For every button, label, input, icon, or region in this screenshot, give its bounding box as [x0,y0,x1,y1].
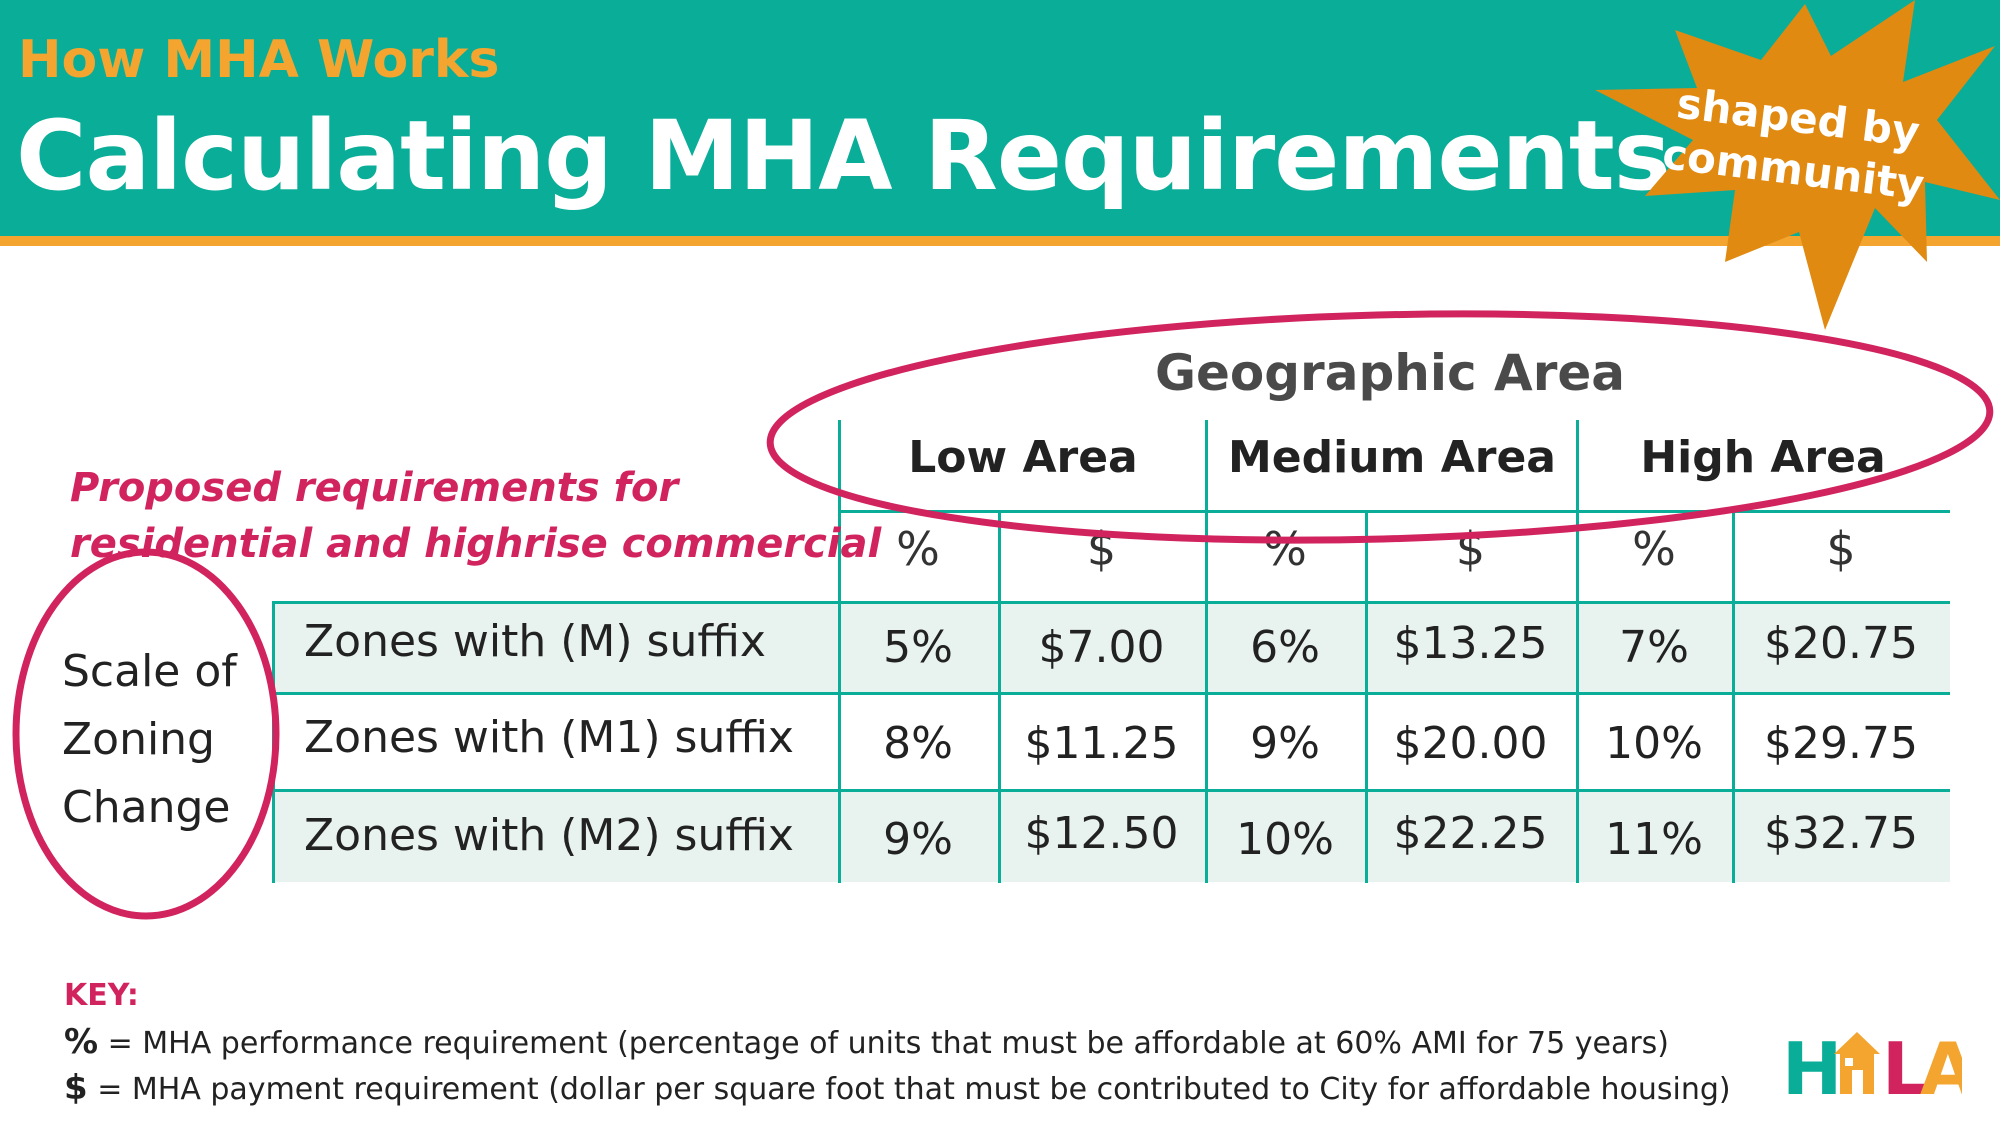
scale-of-zoning-label: Scale of Zoning Change [62,638,237,842]
hala-logo: H L A [1782,1027,1962,1100]
scale-line-3: Change [62,782,231,833]
cell-m-low-pct: 5% [883,622,953,673]
cell-m1-low-pct: 8% [883,718,953,769]
grid-line [272,692,1950,695]
grid-line [272,601,1950,604]
cell-m-med-pct: 6% [1250,622,1320,673]
geographic-area-ellipse [766,310,1994,544]
key-dollar-text: = MHA payment requirement (dollar per sq… [87,1072,1731,1107]
sub-header-low-usd: $ [1086,522,1117,576]
page-title: Calculating MHA Requirements [16,100,1671,212]
zone-label-m: Zones with (M) suffix [304,616,766,667]
key-dollar-line: $ = MHA payment requirement (dollar per … [64,1068,1731,1108]
table-row-bg-3 [272,790,1950,882]
cell-m2-low-pct: 9% [883,814,953,865]
cell-m-high-usd: $20.75 [1764,618,1918,669]
kicker-text: How MHA Works [18,30,500,90]
grid-line [838,510,1950,513]
key-percent-symbol: % [64,1022,99,1062]
starburst-shape [1595,0,2000,330]
medium-area-header: Medium Area [1228,432,1556,483]
grid-line [998,510,1001,883]
grid-line [272,601,275,883]
key-label: KEY: [64,978,139,1013]
svg-text:H: H [1782,1027,1842,1100]
zone-label-m1: Zones with (M1) suffix [304,712,794,763]
house-icon [1834,1032,1880,1094]
svg-text:A: A [1920,1027,1962,1100]
svg-text:L: L [1882,1027,1928,1100]
scale-line-1: Scale of [62,646,237,697]
cell-m-low-usd: $7.00 [1038,622,1165,673]
grid-line [1732,510,1735,883]
cell-m2-high-pct: 11% [1605,814,1703,865]
cell-m-high-pct: 7% [1619,622,1689,673]
table-row-bg-1 [272,604,1950,692]
key-percent-line: % = MHA performance requirement (percent… [64,1022,1669,1062]
cell-m-med-usd: $13.25 [1393,618,1548,669]
cell-m1-med-usd: $20.00 [1393,718,1548,769]
proposed-line-2: residential and highrise commercial [70,521,882,567]
zone-label-m2: Zones with (M2) suffix [304,810,794,861]
cell-m2-low-usd: $12.50 [1024,808,1179,859]
sub-header-high-pct: % [1632,522,1676,576]
geographic-area-header: Geographic Area [1154,344,1626,402]
sub-header-med-usd: $ [1455,522,1486,576]
grid-line [1205,420,1208,883]
starburst-badge [1595,0,2000,330]
cell-m2-med-usd: $22.25 [1393,808,1548,859]
cell-m2-med-pct: 10% [1236,814,1334,865]
low-area-header: Low Area [908,432,1138,483]
proposed-requirements-note: Proposed requirements for residential an… [70,460,881,572]
cell-m1-high-usd: $29.75 [1764,718,1918,769]
grid-line [838,420,841,883]
cell-m1-low-usd: $11.25 [1024,718,1179,769]
cell-m2-high-usd: $32.75 [1764,808,1918,859]
sub-header-med-pct: % [1263,522,1307,576]
grid-line [1365,510,1368,883]
sub-header-high-usd: $ [1826,522,1856,576]
key-dollar-symbol: $ [64,1068,88,1108]
grid-line [1576,420,1579,883]
proposed-line-1: Proposed requirements for [70,465,679,511]
cell-m1-med-pct: 9% [1250,718,1320,769]
cell-m1-high-pct: 10% [1605,718,1703,769]
grid-line [272,789,1950,792]
key-percent-text: = MHA performance requirement (percentag… [98,1026,1669,1061]
scale-line-2: Zoning [62,714,215,765]
high-area-header: High Area [1640,432,1886,483]
